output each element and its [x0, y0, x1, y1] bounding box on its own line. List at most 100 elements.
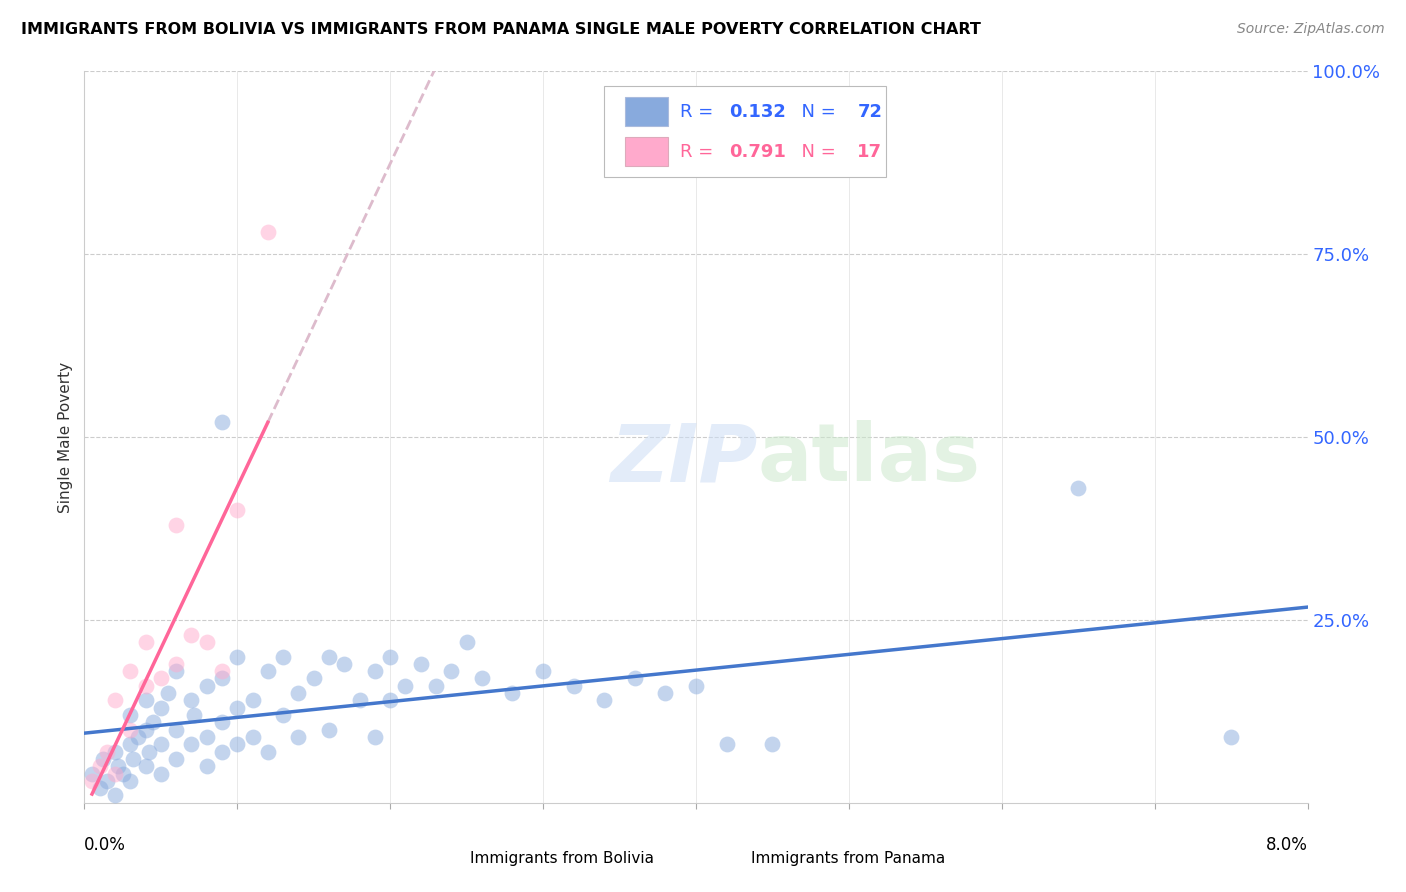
Point — [195, 759, 218, 773]
Text: R =: R = — [681, 143, 718, 161]
Point — [120, 773, 142, 788]
Point — [226, 649, 249, 664]
Text: 0.132: 0.132 — [728, 103, 786, 120]
Point — [364, 664, 387, 678]
Point — [135, 679, 157, 693]
Bar — [709, 848, 745, 869]
Point — [624, 672, 647, 686]
Point — [333, 657, 356, 671]
Point — [165, 723, 187, 737]
Point — [761, 737, 783, 751]
Point — [349, 693, 371, 707]
Point — [96, 745, 118, 759]
Text: Immigrants from Bolivia: Immigrants from Bolivia — [470, 851, 654, 866]
Point — [165, 517, 187, 532]
Point — [394, 679, 416, 693]
Point — [716, 737, 738, 751]
Point — [89, 759, 111, 773]
Point — [287, 686, 309, 700]
Point — [226, 700, 249, 714]
Point — [318, 649, 340, 664]
Point — [211, 664, 233, 678]
Point — [211, 416, 233, 430]
Point — [183, 708, 205, 723]
Text: Immigrants from Panama: Immigrants from Panama — [751, 851, 945, 866]
Point — [180, 737, 202, 751]
Point — [120, 723, 142, 737]
Text: 72: 72 — [858, 103, 883, 120]
Point — [104, 693, 127, 707]
Point — [1067, 481, 1090, 495]
Point — [135, 693, 157, 707]
Text: ZIP: ZIP — [610, 420, 758, 498]
Point — [104, 789, 127, 803]
Point — [593, 693, 616, 707]
Text: 0.0%: 0.0% — [84, 836, 127, 854]
Point — [380, 693, 402, 707]
Point — [211, 672, 233, 686]
Point — [80, 766, 103, 780]
Text: R =: R = — [681, 103, 718, 120]
Point — [138, 745, 160, 759]
Point — [149, 766, 172, 780]
Point — [685, 679, 707, 693]
Point — [165, 657, 187, 671]
FancyBboxPatch shape — [605, 86, 886, 178]
Point — [127, 730, 149, 744]
Point — [195, 635, 218, 649]
Text: IMMIGRANTS FROM BOLIVIA VS IMMIGRANTS FROM PANAMA SINGLE MALE POVERTY CORRELATIO: IMMIGRANTS FROM BOLIVIA VS IMMIGRANTS FR… — [21, 22, 981, 37]
Point — [135, 723, 157, 737]
Point — [425, 679, 447, 693]
Point — [135, 759, 157, 773]
Text: N =: N = — [790, 103, 842, 120]
Point — [89, 781, 111, 796]
Text: 17: 17 — [858, 143, 883, 161]
Point — [107, 759, 129, 773]
Point — [562, 679, 585, 693]
Point — [120, 737, 142, 751]
Point — [456, 635, 478, 649]
Point — [165, 664, 187, 678]
Point — [104, 766, 127, 780]
Point — [165, 752, 187, 766]
Point — [120, 664, 142, 678]
Point — [1220, 730, 1243, 744]
Text: atlas: atlas — [758, 420, 980, 498]
Point — [149, 737, 172, 751]
Bar — [626, 97, 668, 127]
Point — [471, 672, 494, 686]
Point — [287, 730, 309, 744]
Point — [195, 730, 218, 744]
Point — [91, 752, 114, 766]
Text: Source: ZipAtlas.com: Source: ZipAtlas.com — [1237, 22, 1385, 37]
Point — [111, 766, 134, 780]
Point — [80, 773, 103, 788]
Point — [257, 225, 280, 239]
Point — [211, 745, 233, 759]
Point — [226, 737, 249, 751]
Point — [122, 752, 145, 766]
Point — [380, 649, 402, 664]
Point — [502, 686, 524, 700]
Point — [440, 664, 463, 678]
Text: 8.0%: 8.0% — [1265, 836, 1308, 854]
Text: N =: N = — [790, 143, 842, 161]
Point — [226, 503, 249, 517]
Point — [149, 700, 172, 714]
Y-axis label: Single Male Poverty: Single Male Poverty — [58, 361, 73, 513]
Point — [531, 664, 554, 678]
Point — [257, 745, 280, 759]
Bar — [626, 137, 668, 167]
Point — [135, 635, 157, 649]
Point — [211, 715, 233, 730]
Point — [180, 693, 202, 707]
Bar — [427, 848, 464, 869]
Point — [242, 730, 264, 744]
Point — [157, 686, 180, 700]
Point — [271, 649, 294, 664]
Point — [96, 773, 118, 788]
Point — [302, 672, 325, 686]
Point — [409, 657, 432, 671]
Point — [104, 745, 127, 759]
Point — [195, 679, 218, 693]
